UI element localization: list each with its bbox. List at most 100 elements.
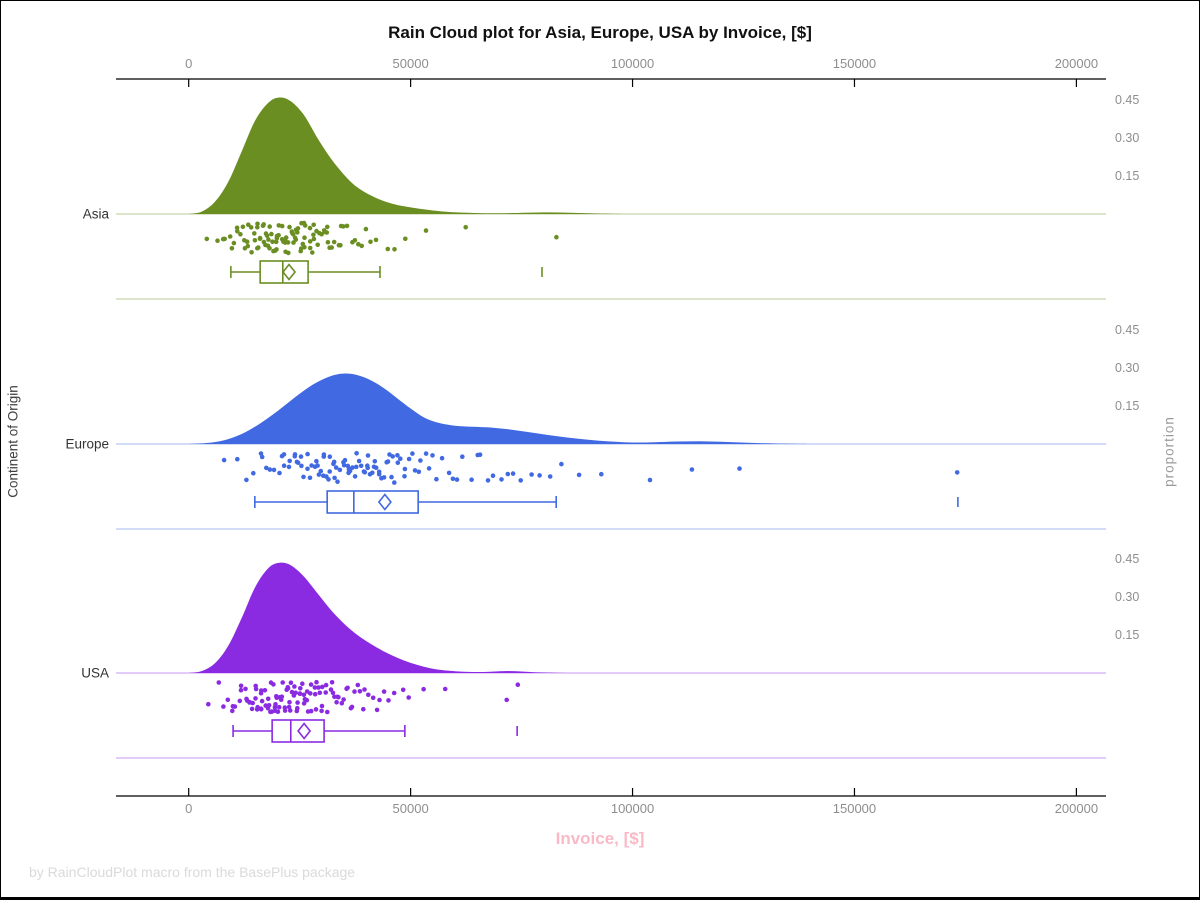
scatter-point-asia bbox=[373, 237, 379, 243]
scatter-point-europe bbox=[365, 465, 371, 471]
scatter-point-europe bbox=[251, 470, 256, 476]
scatter-point-usa bbox=[292, 684, 297, 689]
scatter-point-europe bbox=[410, 451, 415, 456]
scatter-point-europe bbox=[576, 472, 582, 478]
x-tick-label-top: 100000 bbox=[611, 56, 654, 71]
scatter-point-europe bbox=[292, 452, 298, 457]
box-europe bbox=[326, 490, 419, 514]
scatter-point-europe bbox=[354, 451, 359, 456]
scatter-point-europe bbox=[358, 463, 364, 469]
scatter-point-europe bbox=[321, 452, 327, 457]
group-label-europe: Europe bbox=[65, 437, 109, 452]
scatter-point-asia bbox=[295, 226, 301, 231]
scatter-point-usa bbox=[266, 703, 272, 708]
scatter-point-europe bbox=[402, 474, 407, 479]
scatter-point-asia bbox=[254, 245, 260, 251]
scatter-point-europe bbox=[373, 465, 379, 471]
scatter-point-usa bbox=[341, 697, 346, 702]
scatter-point-europe bbox=[454, 477, 460, 482]
scatter-point-asia bbox=[248, 225, 254, 230]
scatter-point-usa bbox=[421, 686, 426, 692]
scatter-point-usa bbox=[400, 687, 406, 693]
scatter-point-usa bbox=[312, 691, 318, 697]
scatter-point-asia bbox=[238, 232, 243, 237]
scatter-point-asia bbox=[269, 231, 274, 237]
scatter-point-europe bbox=[469, 477, 474, 483]
boxplot-usa bbox=[232, 719, 518, 743]
scatter-point-europe bbox=[395, 453, 400, 458]
scatter-point-europe bbox=[221, 457, 227, 463]
scatter-point-europe bbox=[418, 458, 423, 463]
scatter-point-europe bbox=[518, 478, 523, 483]
scatter-point-usa bbox=[259, 698, 265, 704]
scatter-point-europe bbox=[499, 477, 504, 482]
scatter-point-europe bbox=[315, 463, 320, 468]
scatter-point-europe bbox=[559, 461, 564, 467]
scatter-point-asia bbox=[245, 243, 251, 249]
y2-axis-label: proportion bbox=[1161, 416, 1177, 487]
scatter-point-usa bbox=[221, 704, 226, 709]
scatter-point-asia bbox=[359, 243, 365, 249]
density-usa bbox=[188, 562, 566, 673]
scatter-point-asia bbox=[302, 223, 308, 228]
scatter-point-europe bbox=[477, 452, 483, 458]
scatter-point-usa bbox=[320, 684, 325, 690]
scatter-point-asia bbox=[307, 225, 313, 231]
scatter-point-europe bbox=[647, 477, 653, 483]
scatter-point-asia bbox=[325, 224, 330, 230]
scatter-point-usa bbox=[345, 685, 350, 691]
scatter-point-asia bbox=[324, 230, 330, 235]
y2-tick-label-asia: 0.45 bbox=[1115, 93, 1139, 107]
boxplot-europe bbox=[254, 490, 959, 514]
density-europe bbox=[188, 373, 811, 444]
scatter-point-europe bbox=[446, 470, 452, 476]
boxplot-asia bbox=[230, 260, 543, 284]
scatter-point-europe bbox=[426, 466, 432, 471]
scatter-point-europe bbox=[327, 454, 333, 460]
scatter-point-europe bbox=[314, 458, 319, 464]
y2-tick-label-usa: 0.30 bbox=[1115, 590, 1139, 604]
scatter-point-asia bbox=[463, 224, 469, 230]
scatter-point-usa bbox=[308, 708, 314, 714]
scatter-point-asia bbox=[403, 236, 408, 242]
chart-title: Rain Cloud plot for Asia, Europe, USA by… bbox=[388, 23, 812, 42]
y2-tick-label-europe: 0.15 bbox=[1115, 399, 1139, 413]
scatter-point-europe bbox=[460, 454, 465, 460]
scatter-point-europe bbox=[342, 457, 348, 463]
scatter-point-europe bbox=[301, 474, 306, 480]
footnote: by RainCloudPlot macro from the BasePlus… bbox=[29, 864, 356, 880]
scatter-point-europe bbox=[352, 474, 358, 479]
scatter-point-europe bbox=[341, 462, 347, 468]
y2-tick-label-usa: 0.45 bbox=[1115, 552, 1139, 566]
scatter-point-europe bbox=[485, 478, 491, 483]
scatter-point-usa bbox=[243, 686, 248, 692]
scatter-point-asia bbox=[267, 224, 273, 229]
scatter-point-usa bbox=[294, 708, 300, 714]
scatter-point-europe bbox=[365, 453, 371, 458]
scatter-point-usa bbox=[298, 686, 303, 691]
scatter-point-asia bbox=[295, 230, 300, 235]
scatter-point-europe bbox=[381, 475, 387, 480]
scatter-point-usa bbox=[287, 699, 292, 705]
scatter-point-europe bbox=[307, 475, 313, 481]
scatter-point-europe bbox=[332, 475, 337, 481]
scatter-point-europe bbox=[450, 476, 456, 482]
scatter-point-usa bbox=[312, 685, 318, 690]
scatter-point-usa bbox=[515, 682, 521, 687]
scatter-point-usa bbox=[328, 687, 334, 692]
scatter-point-usa bbox=[275, 709, 281, 714]
scatter-point-usa bbox=[329, 680, 335, 685]
y2-tick-label-usa: 0.15 bbox=[1115, 628, 1139, 642]
scatter-point-usa bbox=[308, 682, 314, 687]
scatter-point-europe bbox=[737, 466, 742, 471]
scatter-point-usa bbox=[253, 686, 259, 692]
y2-tick-label-europe: 0.45 bbox=[1115, 323, 1139, 337]
scatter-point-usa bbox=[362, 687, 367, 692]
scatter-point-usa bbox=[391, 690, 397, 696]
scatter-point-europe bbox=[271, 467, 277, 473]
scatter-point-usa bbox=[323, 682, 329, 688]
scatter-point-usa bbox=[504, 697, 510, 703]
scatter-point-usa bbox=[300, 681, 305, 686]
scatter-point-usa bbox=[349, 704, 355, 710]
